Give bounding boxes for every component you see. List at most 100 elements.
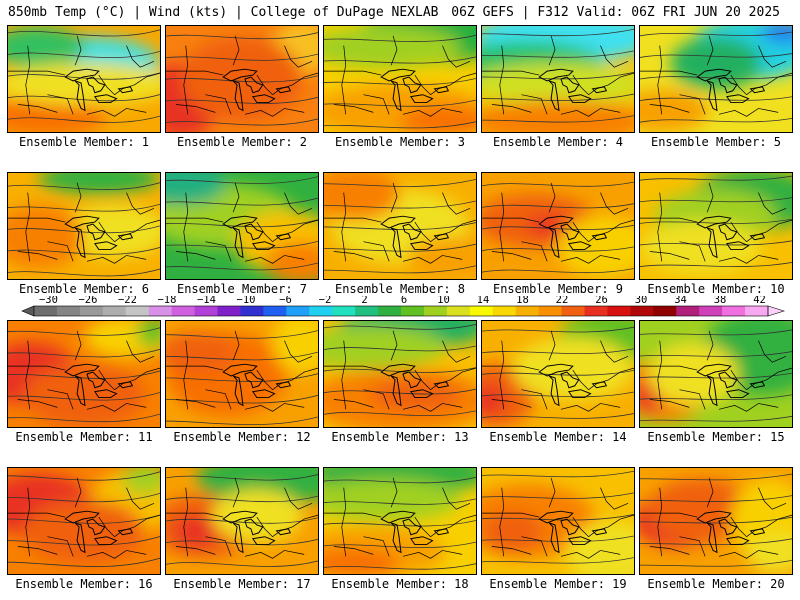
ensemble-member-label: Ensemble Member: 1 <box>18 135 150 149</box>
ensemble-member-label: Ensemble Member: 14 <box>489 430 627 444</box>
height-contours <box>8 29 160 123</box>
colorbar-segment <box>217 306 241 316</box>
colorbar-segment <box>34 306 58 316</box>
colorbar-segment <box>722 306 746 316</box>
ensemble-member-label: Ensemble Member: 19 <box>489 577 627 591</box>
ensemble-member-map <box>165 172 319 280</box>
ensemble-member-label: Ensemble Member: 16 <box>15 577 153 591</box>
great-lakes-outline <box>64 510 134 554</box>
colorbar-segment <box>630 306 654 316</box>
state-borders <box>324 477 476 559</box>
colorbar-segment <box>240 306 264 316</box>
great-lakes-outline <box>696 510 766 554</box>
colorbar-tick-label: 6 <box>401 296 407 306</box>
ensemble-member-map <box>323 320 477 428</box>
state-borders <box>8 35 160 117</box>
ensemble-member-map <box>7 467 161 575</box>
great-lakes-outline <box>696 68 766 112</box>
colorbar-segment <box>699 306 723 316</box>
ensemble-member-label: Ensemble Member: 12 <box>173 430 311 444</box>
great-lakes-outline <box>64 68 134 112</box>
colorbar-tick-label: −14 <box>197 296 216 306</box>
state-borders <box>640 330 792 412</box>
state-borders <box>482 477 634 559</box>
height-contours <box>640 31 792 123</box>
ensemble-member-map <box>165 25 319 133</box>
colorbar-tick-label: −6 <box>279 296 292 306</box>
colorbar-segment <box>401 306 425 316</box>
state-borders <box>166 330 318 412</box>
ensemble-member-label: Ensemble Member: 6 <box>18 282 150 296</box>
height-contours <box>640 329 792 422</box>
ensemble-member-label: Ensemble Member: 8 <box>334 282 466 296</box>
great-lakes-outline <box>380 215 450 259</box>
colorbar-segment <box>378 306 402 316</box>
state-borders <box>640 477 792 559</box>
great-lakes-outline <box>696 215 766 259</box>
state-borders <box>8 330 160 412</box>
model-run-info: 06Z GEFS | F312 Valid: 06Z FRI JUN 20 20… <box>451 5 780 20</box>
great-lakes-outline <box>64 215 134 259</box>
great-lakes-outline <box>538 215 608 259</box>
great-lakes-outline <box>222 68 292 112</box>
colorbar-tick-label: −22 <box>118 296 137 306</box>
great-lakes-outline <box>222 510 292 554</box>
great-lakes-outline <box>380 68 450 112</box>
colorbar-segment <box>423 306 448 316</box>
colorbar-low-arrow <box>21 305 35 317</box>
height-contours <box>640 473 792 567</box>
ensemble-member-map <box>7 172 161 280</box>
colorbar-segment <box>102 306 127 316</box>
colorbar-tick-label: 26 <box>595 296 608 306</box>
colorbar-tick-label: 2 <box>361 296 367 306</box>
ensemble-member-map <box>639 172 793 280</box>
colorbar-segment <box>56 306 81 316</box>
state-borders <box>8 182 160 264</box>
colorbar-segment <box>584 306 608 316</box>
ensemble-member-label: Ensemble Member: 9 <box>492 282 624 296</box>
ensemble-member-label: Ensemble Member: 7 <box>176 282 308 296</box>
height-contours <box>166 176 318 271</box>
state-borders <box>166 182 318 264</box>
colorbar-tick-label: −18 <box>157 296 176 306</box>
height-contours <box>482 470 634 564</box>
ensemble-member-label: Ensemble Member: 13 <box>331 430 469 444</box>
colorbar-segment <box>515 306 540 316</box>
ensemble-member-map <box>639 320 793 428</box>
colorbar-segment <box>607 306 631 316</box>
state-borders <box>324 330 476 412</box>
colorbar-high-arrow <box>767 305 786 317</box>
height-contours <box>166 329 318 426</box>
colorbar-tick-label: 38 <box>714 296 727 306</box>
colorbar-tick-label: 14 <box>477 296 490 306</box>
great-lakes-outline <box>696 363 766 407</box>
ensemble-member-label: Ensemble Member: 20 <box>647 577 785 591</box>
state-borders <box>8 477 160 559</box>
colorbar-segment <box>286 306 310 316</box>
ensemble-member-label: Ensemble Member: 10 <box>647 282 785 296</box>
great-lakes-outline <box>222 215 292 259</box>
great-lakes-outline <box>380 510 450 554</box>
chart-title: 850mb Temp (°C) | Wind (kts) | College o… <box>8 5 439 20</box>
ensemble-member-label: Ensemble Member: 4 <box>492 135 624 149</box>
colorbar-segment <box>332 306 356 316</box>
ensemble-member-map <box>7 320 161 428</box>
colorbar-segment <box>469 306 494 316</box>
colorbar-segment <box>355 306 379 316</box>
ensemble-member-map <box>165 320 319 428</box>
ensemble-member-label: Ensemble Member: 2 <box>176 135 308 149</box>
colorbar-tick-label: 34 <box>674 296 687 306</box>
state-borders <box>166 35 318 117</box>
ensemble-member-label: Ensemble Member: 15 <box>647 430 785 444</box>
colorbar-segment <box>194 306 218 316</box>
colorbar-tick-label: 18 <box>516 296 529 306</box>
great-lakes-outline <box>538 68 608 112</box>
colorbar-segment <box>653 306 677 316</box>
state-borders <box>482 35 634 117</box>
colorbar-tick-label: −26 <box>78 296 97 306</box>
colorbar-segment <box>676 306 700 316</box>
ensemble-member-label: Ensemble Member: 18 <box>331 577 469 591</box>
ensemble-member-map <box>481 172 635 280</box>
ensemble-member-label: Ensemble Member: 17 <box>173 577 311 591</box>
great-lakes-outline <box>538 363 608 407</box>
